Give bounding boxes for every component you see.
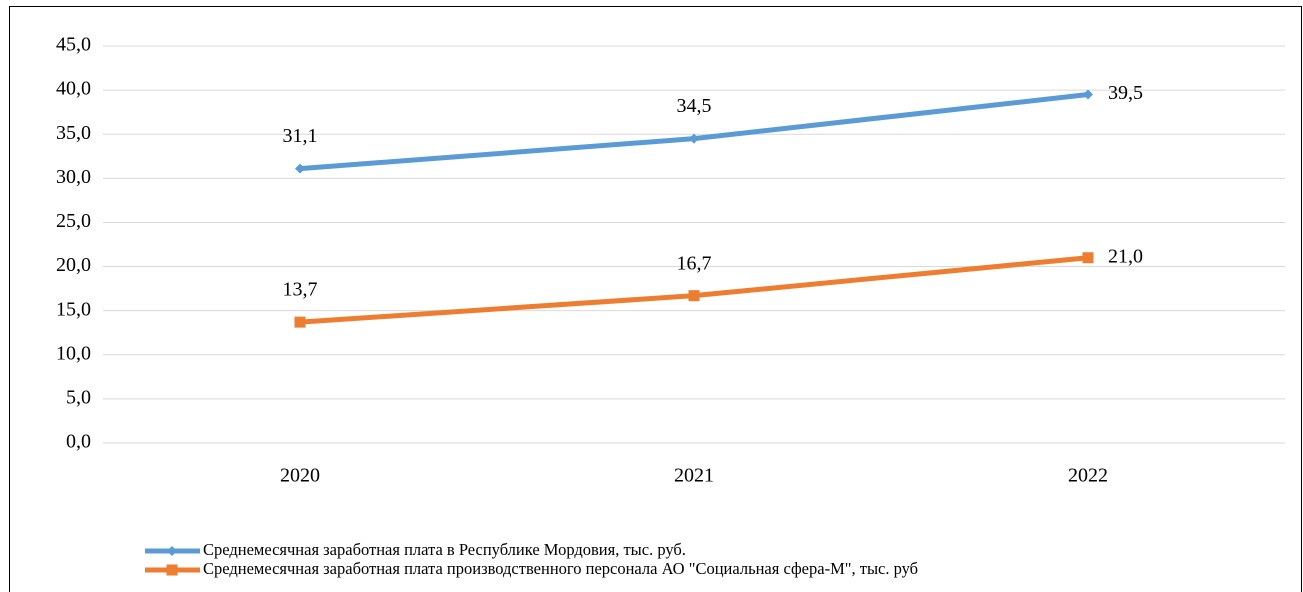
y-tick-label: 10,0 — [56, 342, 91, 364]
data-marker — [294, 316, 306, 328]
y-tick-label: 40,0 — [56, 78, 91, 100]
y-tick-label: 35,0 — [56, 122, 91, 144]
y-tick-label: 0,0 — [66, 431, 91, 453]
y-tick-label: 45,0 — [56, 34, 91, 56]
legend-marker — [167, 546, 177, 556]
data-label: 34,5 — [677, 95, 712, 117]
data-marker — [689, 133, 699, 144]
data-marker — [1082, 252, 1094, 264]
data-label: 13,7 — [283, 279, 318, 301]
y-tick-label: 15,0 — [56, 298, 91, 320]
data-label: 31,1 — [283, 125, 318, 147]
legend-label: Среднемесячная заработная плата в Респуб… — [203, 540, 686, 559]
x-tick-label: 2021 — [674, 465, 714, 487]
y-tick-label: 30,0 — [56, 166, 91, 188]
data-label: 39,5 — [1108, 82, 1143, 104]
data-marker — [688, 290, 700, 302]
data-label: 21,0 — [1108, 245, 1143, 267]
y-tick-label: 25,0 — [56, 210, 91, 232]
x-tick-label: 2022 — [1068, 465, 1108, 487]
legend-marker — [166, 564, 178, 576]
data-marker — [1083, 89, 1093, 100]
x-tick-label: 2020 — [280, 465, 320, 487]
data-label: 16,7 — [677, 252, 712, 274]
y-tick-label: 20,0 — [56, 254, 91, 276]
legend-label: Среднемесячная заработная плата производ… — [203, 559, 918, 578]
data-marker — [295, 163, 305, 174]
y-tick-label: 5,0 — [66, 386, 91, 408]
